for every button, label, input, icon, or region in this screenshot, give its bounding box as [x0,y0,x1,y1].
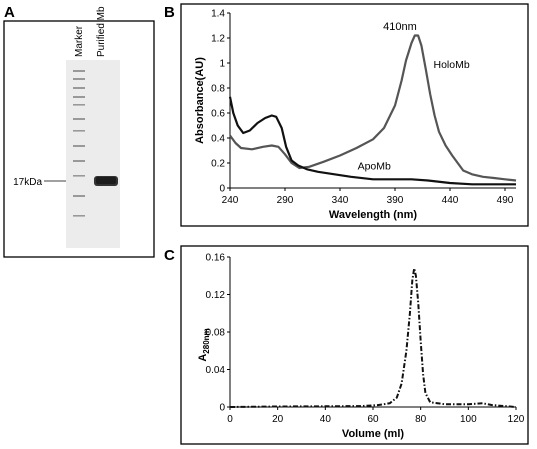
panel-b-x-tick-label: 240 [222,195,239,206]
panel-b-x-tick-label: 290 [277,195,294,206]
panel-a-gel: 17kDa Marker Purified Mb [3,6,155,258]
panel-b-series-holomb [229,34,517,182]
panel-b-y-tick-label: 0 [219,184,225,195]
panel-b-y-tick-label: 0.4 [211,134,225,145]
panel-c-series-line [229,267,517,408]
panel-a-frame [3,20,155,258]
panel-c-y-tick-label: 0.04 [206,365,226,376]
panel-c-x-tick-label: 100 [460,414,477,425]
panel-b-x-tick-label: 390 [387,195,404,206]
panel-b: 0 0.2 0.4 0.6 0.8 1 1.2 1.4 240 290 340 390 440 490 Wa… [180,3,529,227]
panel-c-x-tick-label: 20 [272,414,284,425]
panel-c-y-tick-label: 0.12 [206,290,226,301]
panel-b-y-tick-label: 0.6 [211,109,225,120]
panel-c-plot: 0 0.04 0.08 0.12 0.16 0 20 40 60 80 100 120 Volume (… [206,253,525,441]
panel-b-y-axis-label: Absorbance(AU) [194,57,206,144]
ylabel-main: A [197,354,209,362]
panel-b-y-tick-label: 1 [219,59,225,70]
panel-b-y-tick-label: 1.4 [211,9,225,20]
panel-letter-a: A [4,4,15,21]
panel-b-plot: 0 0.2 0.4 0.6 0.8 1 1.2 1.4 240 290 340 390 440 490 Wa… [194,9,517,221]
panel-b-series-label-holomb: HoloMb [434,59,470,71]
marker-ladder [73,70,85,217]
panel-b-y-tick-label: 1.2 [211,34,225,45]
size-marker-label: 17kDa [13,177,42,188]
gel-image [66,60,120,248]
lane-label-purified: Purified Mb [96,6,107,57]
panel-c-y-tick-label: 0.16 [206,253,226,264]
panel-b-y-tick-label: 0.8 [211,84,225,95]
panel-c-x-tick-label: 60 [367,414,379,425]
panel-c-x-axis-label: Volume (ml) [342,428,404,440]
panel-c-x-tick-label: 80 [415,414,427,425]
panel-b-x-tick-label: 440 [442,195,459,206]
panel-c-y-tick-label: 0 [219,403,225,414]
panel-c-x-tick-label: 40 [320,414,332,425]
panel-c-x-tick-label: 120 [508,414,525,425]
lane-label-marker: Marker [74,25,85,57]
panel-letter-c: C [164,247,175,264]
panel-b-x-tick-label: 490 [497,195,514,206]
panel-b-x-axis-label: Wavelength (nm) [329,209,418,221]
panel-c-y-tick-label: 0.08 [206,328,226,339]
panel-c-frame [180,245,529,445]
panel-b-series-label-apomb: ApoMb [358,160,391,172]
ylabel-sub: 280nm [202,328,211,353]
panel-letter-b: B [164,4,175,21]
panel-b-series-apomb [228,96,516,186]
panel-b-frame [180,3,529,227]
panel-c: 0 0.04 0.08 0.12 0.16 0 20 40 60 80 100 120 Volume (… [180,245,529,445]
panel-c-ylabel: A280nm [197,328,211,361]
panel-b-y-tick-label: 0.2 [211,159,225,170]
panel-b-x-tick-label: 340 [332,195,349,206]
peak-annotation: 410nm [383,21,417,33]
panel-c-x-tick-label: 0 [227,414,233,425]
